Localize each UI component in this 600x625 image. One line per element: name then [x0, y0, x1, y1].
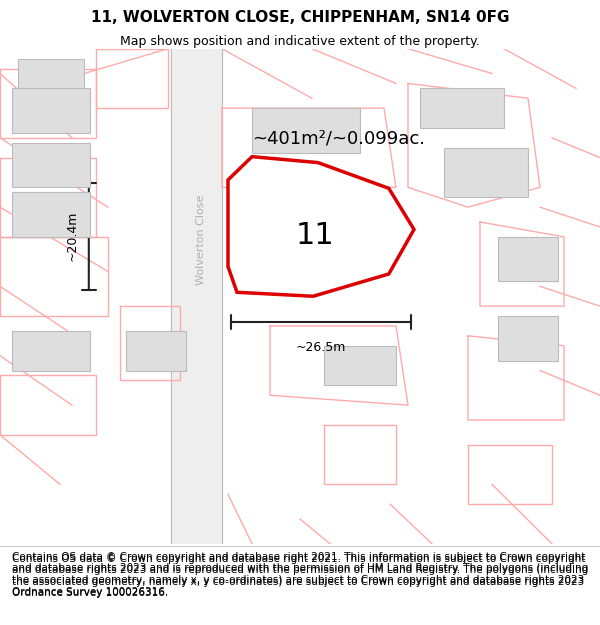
Text: Contains OS data © Crown copyright and database right 2021. This information is : Contains OS data © Crown copyright and d… — [12, 552, 588, 597]
Bar — [324, 346, 396, 386]
Bar — [420, 88, 504, 128]
Bar — [444, 148, 528, 198]
Bar — [12, 192, 90, 237]
Text: ~401m²/~0.099ac.: ~401m²/~0.099ac. — [253, 130, 425, 148]
Bar — [18, 59, 84, 88]
Bar — [126, 331, 186, 371]
Bar — [498, 316, 558, 361]
Bar — [12, 88, 90, 133]
Bar — [498, 237, 558, 281]
Text: Contains OS data © Crown copyright and database right 2021. This information is : Contains OS data © Crown copyright and d… — [12, 554, 588, 598]
Text: Wolverton Close: Wolverton Close — [196, 194, 206, 284]
Text: ~26.5m: ~26.5m — [296, 341, 346, 354]
Text: ~20.4m: ~20.4m — [65, 211, 79, 261]
Polygon shape — [228, 157, 414, 296]
Bar — [252, 108, 360, 152]
Bar — [171, 49, 222, 544]
Bar — [12, 142, 90, 188]
Text: Map shows position and indicative extent of the property.: Map shows position and indicative extent… — [120, 35, 480, 48]
Bar — [12, 331, 90, 371]
Text: 11, WOLVERTON CLOSE, CHIPPENHAM, SN14 0FG: 11, WOLVERTON CLOSE, CHIPPENHAM, SN14 0F… — [91, 10, 509, 25]
Text: 11: 11 — [296, 221, 334, 251]
